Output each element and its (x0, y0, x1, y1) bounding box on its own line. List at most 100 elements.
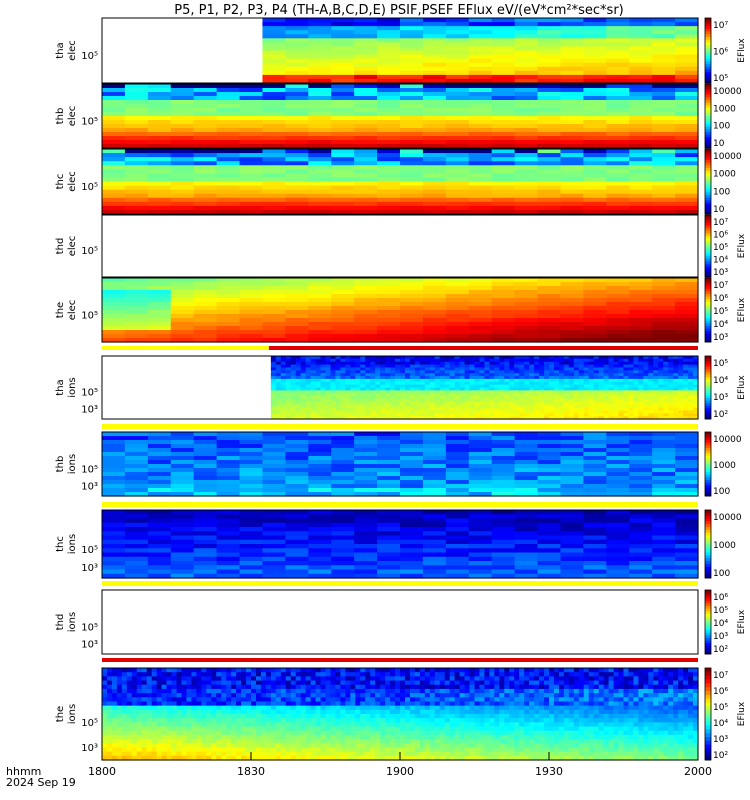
spectrogram-cell (688, 381, 694, 386)
spectrogram-cell (629, 314, 653, 319)
spectrogram-cell (449, 404, 456, 409)
spectrogram-cell (491, 452, 516, 457)
spectrogram-cell (445, 556, 470, 562)
spectrogram-cell (606, 472, 630, 477)
spectrogram-cell (534, 367, 540, 371)
spectrogram-cell (514, 88, 539, 93)
spectrogram-cell (606, 128, 630, 133)
spectrogram-cell (216, 569, 241, 575)
spectrogram-cell (628, 390, 635, 394)
spectrogram-cell (106, 701, 113, 707)
spectrogram-cell (514, 390, 520, 394)
spectrogram-cell (524, 367, 530, 371)
spectrogram-cell (628, 387, 635, 391)
spectrogram-cell (429, 364, 436, 369)
spectrogram-cell (573, 401, 580, 406)
spectrogram-cell (464, 378, 471, 383)
spectrogram-cell (414, 367, 421, 371)
spectrogram-cell (345, 381, 351, 386)
spectrogram-cell (409, 387, 416, 391)
spectrogram-cell (606, 310, 630, 315)
spectrogram-cell (484, 410, 490, 414)
colorbar-step (705, 411, 711, 415)
spectrogram-cell (678, 384, 684, 389)
colorbar-step (705, 69, 711, 73)
spectrogram-cell (514, 444, 539, 449)
spectrogram-cell (262, 181, 286, 187)
spectrogram-cell (131, 705, 138, 711)
spectrogram-cell (652, 128, 676, 133)
spectrogram-cell (560, 294, 584, 299)
spectrogram-cell (325, 367, 332, 371)
spectrogram-cell (170, 484, 195, 489)
spectrogram-cell (593, 358, 600, 363)
spectrogram-cell (439, 370, 446, 374)
spectrogram-cell (285, 46, 309, 52)
spectrogram-cell (375, 384, 381, 389)
spectrogram-cell (439, 361, 446, 366)
spectrogram-cell (380, 387, 386, 391)
spectrogram-cell (445, 38, 470, 43)
spectrogram-cell (514, 149, 539, 154)
spectrogram-cell (193, 476, 218, 481)
spectrogram-cell (578, 373, 585, 377)
spectrogram-cell (539, 384, 545, 389)
spectrogram-cell (331, 322, 355, 327)
spectrogram-cell (146, 697, 153, 703)
spectrogram-cell (688, 364, 694, 369)
spectrogram-cell (484, 356, 490, 360)
spectrogram-cell (608, 356, 615, 360)
spectrogram-cell (377, 569, 401, 575)
spectrogram-cell (598, 376, 605, 380)
spectrogram-cell (193, 282, 218, 287)
spectrogram-cell (491, 38, 516, 43)
spectrogram-cell (395, 413, 401, 417)
spectrogram-cell (331, 149, 355, 154)
colorbar-step (705, 264, 711, 268)
spectrogram-cell (593, 373, 600, 377)
spectrogram-cell (468, 165, 493, 170)
spectrogram-cell (239, 88, 264, 93)
spectrogram-cell (325, 387, 332, 391)
spectrogram-cell (668, 398, 674, 403)
spectrogram-cell (560, 472, 584, 477)
spectrogram-cell (629, 436, 653, 441)
spectrogram-cell (537, 116, 562, 121)
spectrogram-cell (124, 96, 149, 101)
spectrogram-cell (491, 96, 516, 101)
spectrogram-cell (262, 510, 286, 515)
spectrogram-cell (474, 401, 481, 406)
spectrogram-cell (186, 722, 192, 728)
spectrogram-cell (606, 169, 630, 174)
colorbar-step (705, 331, 711, 335)
colorbar-step (705, 271, 711, 275)
spectrogram-cell (308, 334, 332, 339)
spectrogram-cell (563, 390, 570, 394)
spectrogram-cell (181, 693, 188, 698)
spectrogram-cell (131, 697, 138, 703)
colorbar-step (705, 240, 711, 244)
spectrogram-cell (422, 322, 447, 327)
spectrogram-cell (509, 356, 515, 360)
spectrogram-cell (141, 743, 148, 749)
spectrogram-cell (280, 387, 287, 391)
spectrogram-cell (400, 88, 424, 93)
spectrogram-cell (652, 58, 676, 64)
spectrogram-cell (124, 193, 149, 199)
spectrogram-cell (439, 413, 446, 417)
spectrogram-cell (474, 393, 481, 397)
spectrogram-cell (239, 197, 264, 203)
spectrogram-cell (308, 209, 332, 215)
spectrogram-cell (102, 108, 126, 113)
spectrogram-cell (675, 326, 699, 331)
spectrogram-cell (499, 407, 505, 412)
spectrogram-cell (652, 452, 676, 457)
spectrogram-cell (598, 364, 605, 369)
spectrogram-cell (305, 401, 312, 406)
spectrogram-cell (683, 413, 689, 417)
spectrogram-cell (468, 62, 493, 68)
colorbar-step (705, 26, 711, 30)
spectrogram-cell (124, 314, 149, 319)
